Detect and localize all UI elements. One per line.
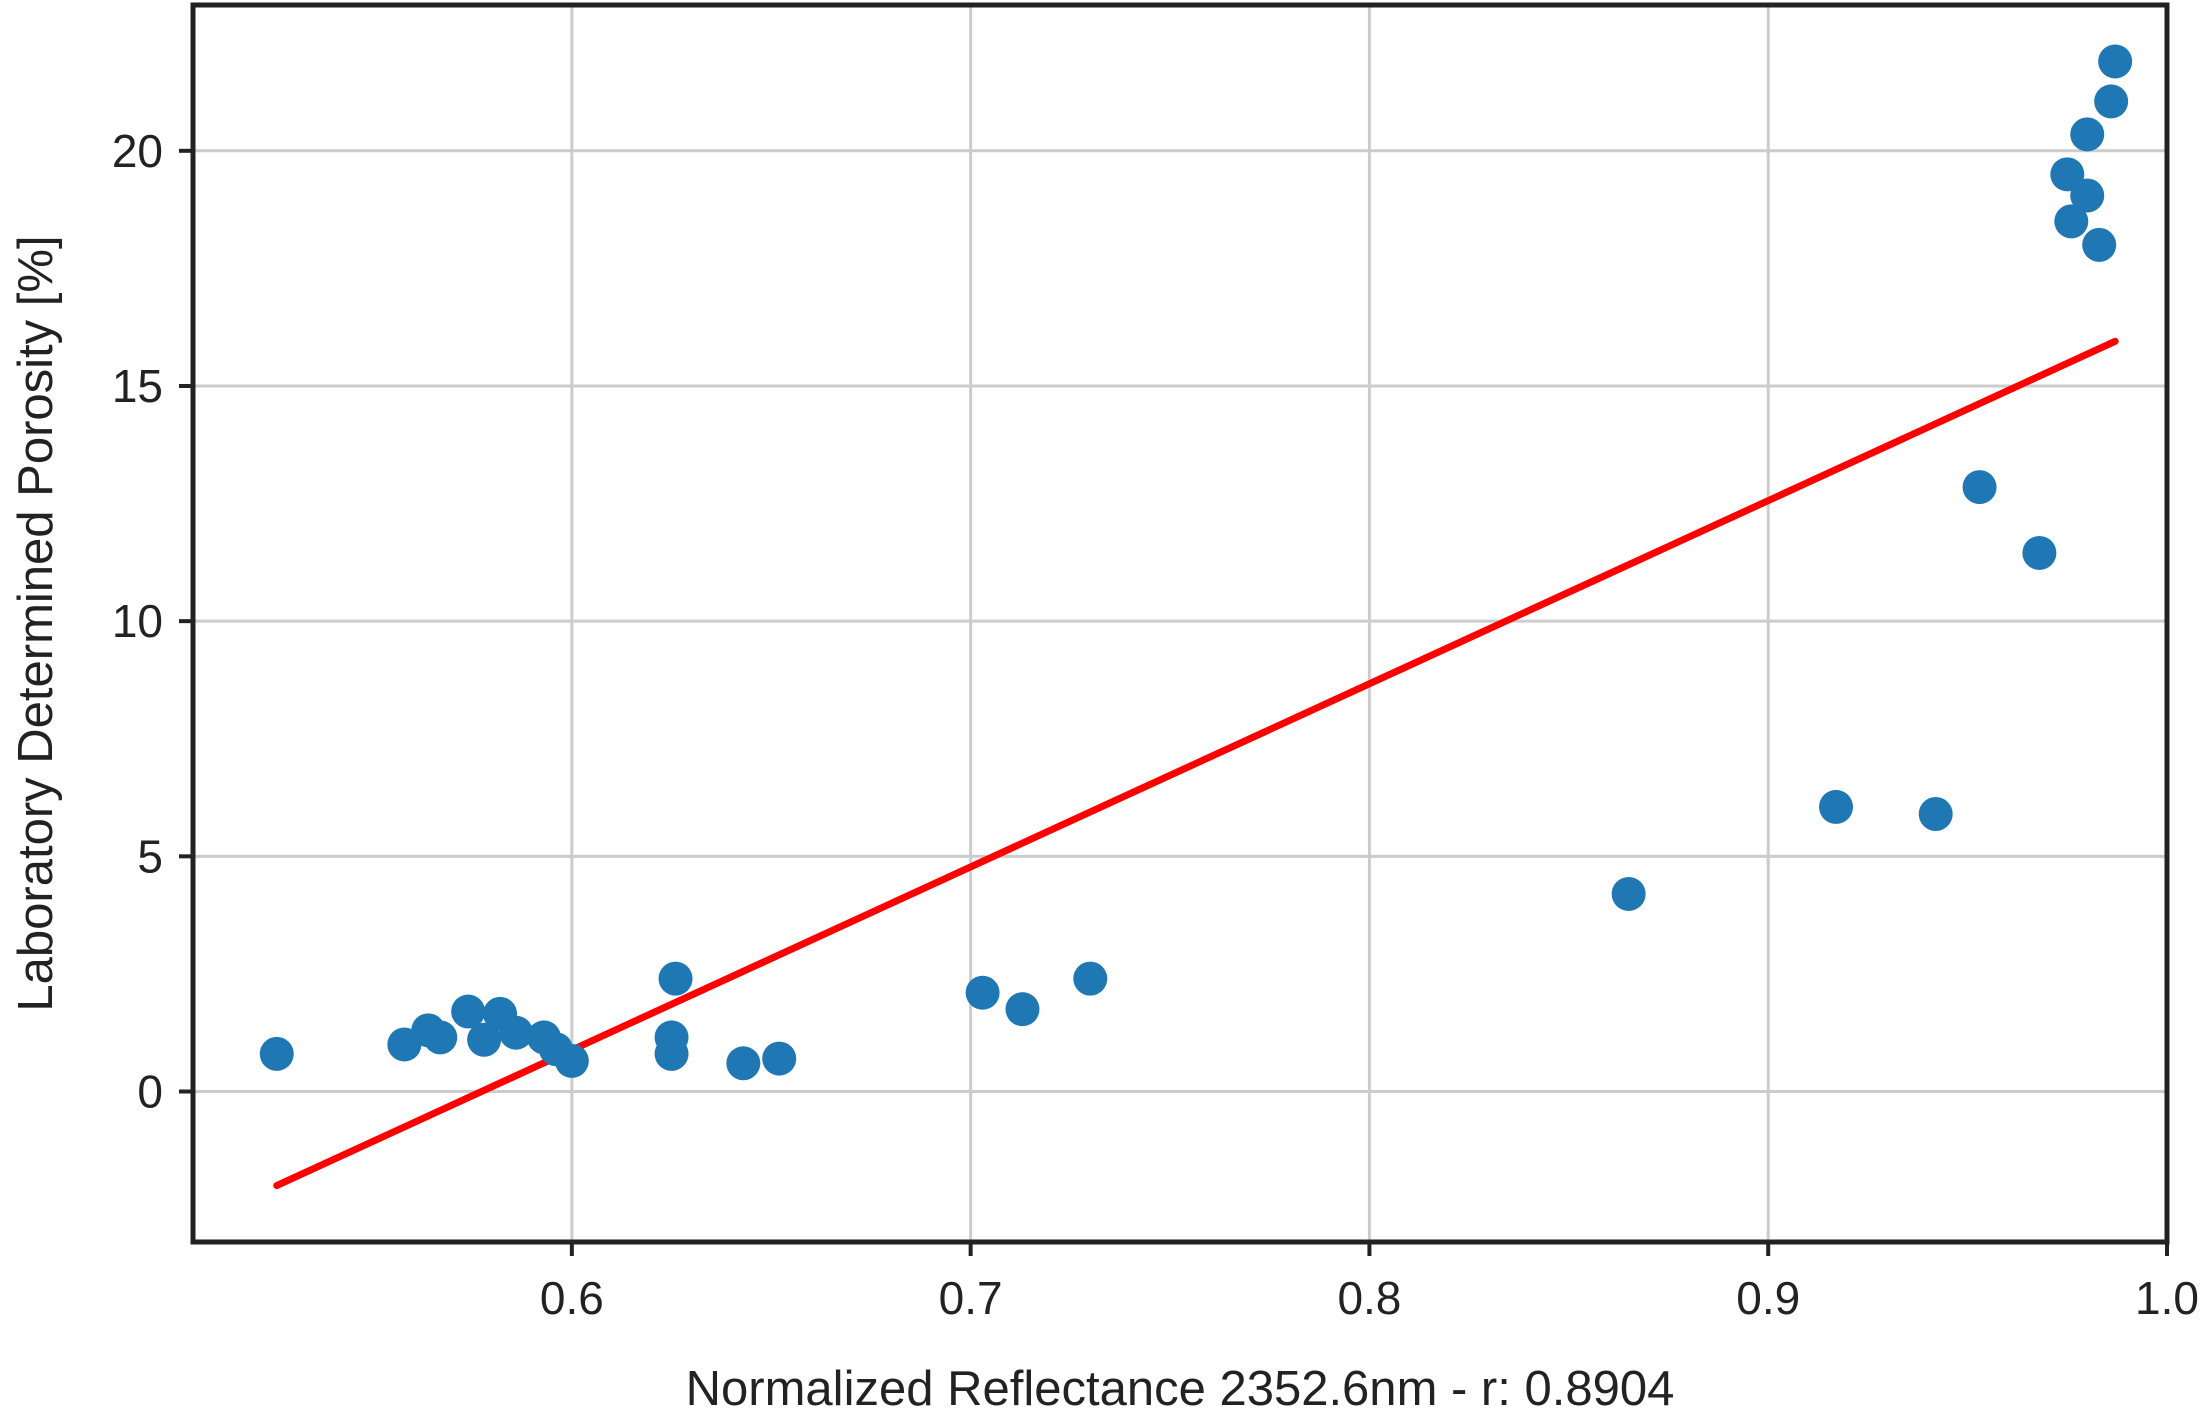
x-axis-ticks: 0.6 0.7 0.8 0.9 1.0: [540, 1242, 2199, 1324]
data-point: [1962, 470, 1997, 505]
data-point: [2082, 227, 2117, 262]
grid-lines: [193, 5, 2169, 1242]
data-point: [965, 975, 1000, 1010]
data-point: [2098, 44, 2133, 79]
x-tick-label: 1.0: [2135, 1272, 2199, 1324]
data-point: [467, 1022, 502, 1057]
data-point: [451, 994, 486, 1029]
y-tick-label: 0: [137, 1065, 163, 1117]
data-point: [423, 1020, 458, 1055]
data-point: [726, 1046, 761, 1081]
y-tick-label: 10: [112, 595, 163, 647]
data-points: [259, 44, 2133, 1081]
y-tick-label: 15: [112, 360, 163, 412]
data-point: [1073, 961, 1108, 996]
x-tick-label: 0.8: [1337, 1272, 1401, 1324]
data-point: [1918, 796, 1953, 831]
data-point: [1005, 992, 1040, 1027]
y-axis-label: Laboratory Determined Porosity [%]: [9, 235, 63, 1011]
x-axis-label: Normalized Reflectance 2352.6nm - r: 0.8…: [686, 1362, 1675, 1416]
plot-frame: [190, 2, 2170, 1245]
data-point: [2022, 535, 2057, 570]
data-point: [2070, 117, 2105, 152]
data-point: [259, 1036, 294, 1071]
fit-line-layer: [273, 337, 2119, 1190]
data-point: [554, 1043, 589, 1078]
data-point: [2070, 178, 2105, 213]
y-tick-label: 20: [112, 125, 163, 177]
y-axis-ticks: 0 5 10 15 20: [112, 125, 193, 1117]
data-point: [762, 1041, 797, 1076]
data-point: [2054, 204, 2089, 239]
x-tick-label: 0.7: [939, 1272, 1003, 1324]
regression-line: [273, 337, 2119, 1190]
data-point: [1611, 876, 1646, 911]
x-tick-label: 0.6: [540, 1272, 604, 1324]
data-point: [658, 961, 693, 996]
data-point: [1819, 789, 1854, 824]
x-tick-label: 0.9: [1736, 1272, 1800, 1324]
data-point: [2094, 84, 2129, 119]
data-point: [499, 1015, 534, 1050]
y-tick-label: 5: [137, 830, 163, 882]
data-point: [2050, 157, 2085, 192]
data-point: [654, 1020, 689, 1055]
